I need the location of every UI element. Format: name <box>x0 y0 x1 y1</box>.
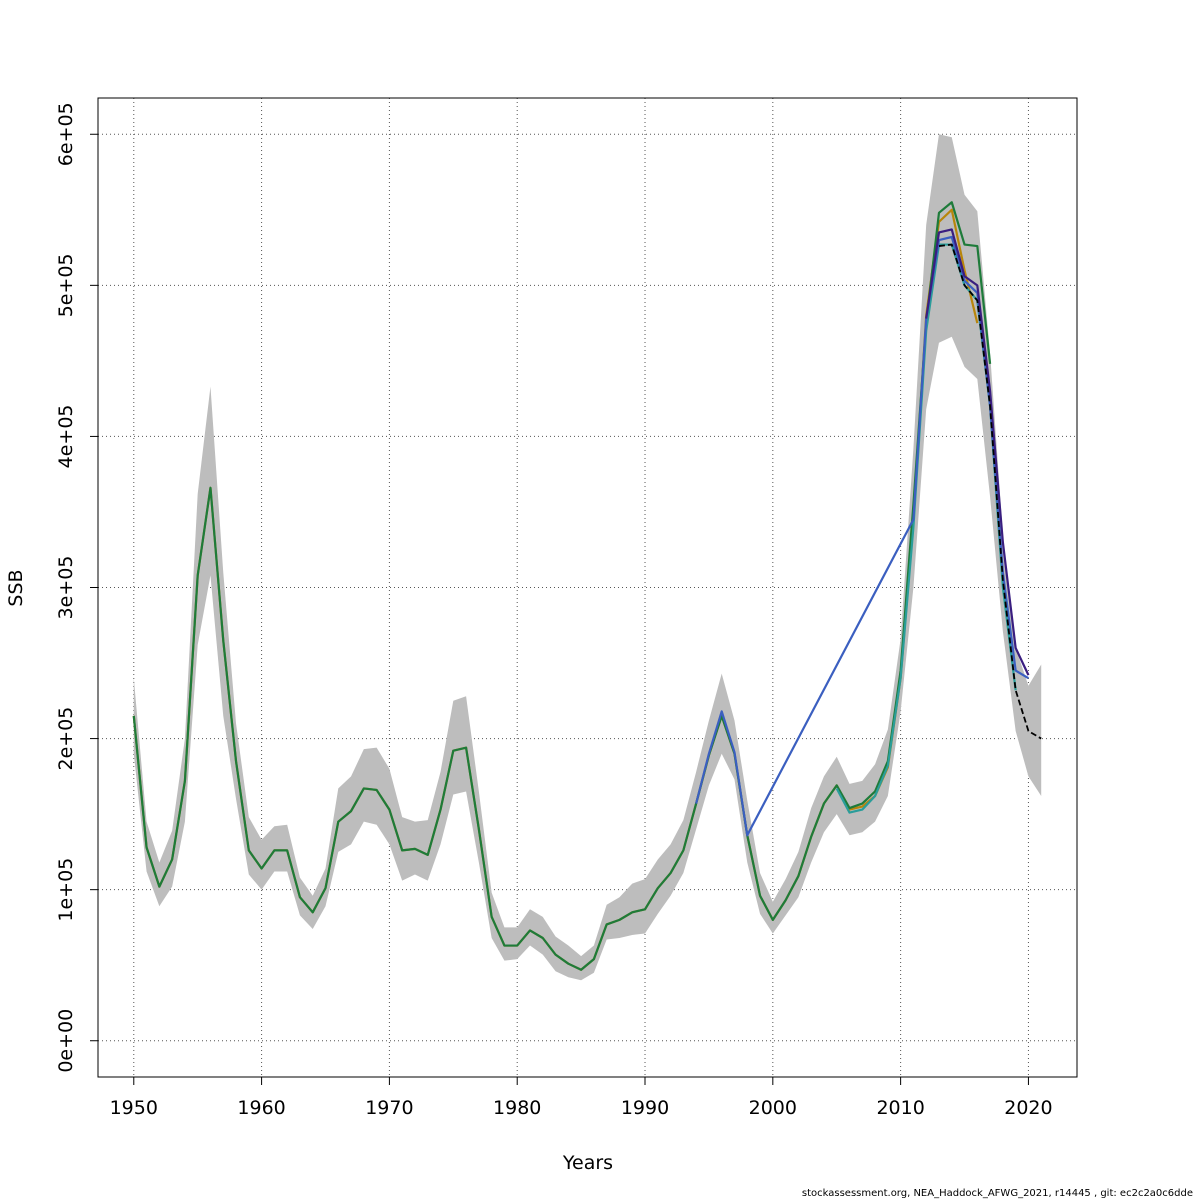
x-tick-label-1950: 1950 <box>110 1097 158 1119</box>
series-line-5 <box>938 243 1042 740</box>
confidence-band-area <box>133 134 1042 981</box>
x-axis: 1950 1960 1970 1980 1990 2000 2010 2020 <box>110 1076 1053 1119</box>
y-tick-label-5: 5e+05 <box>55 253 77 317</box>
x-axis-title: Years <box>562 1152 613 1174</box>
x-tick-label-1970: 1970 <box>365 1097 413 1119</box>
series-line-1 <box>132 201 992 971</box>
x-tick-label-2010: 2010 <box>876 1097 924 1119</box>
y-tick-label-2: 2e+05 <box>55 707 77 771</box>
y-axis: 0e+00 1e+05 2e+05 3e+05 4e+05 5e+05 6e+05 <box>55 102 99 1073</box>
x-tick-label-1990: 1990 <box>621 1097 669 1119</box>
x-tick-label-1960: 1960 <box>237 1097 285 1119</box>
y-tick-label-1: 1e+05 <box>55 858 77 922</box>
series-line-4 <box>925 228 1030 676</box>
series-lines <box>132 201 1042 971</box>
y-tick-label-3: 3e+05 <box>55 556 77 620</box>
y-tick-label-0: 0e+00 <box>55 1009 77 1073</box>
footer-credit: stockassessment.org, NEA_Haddock_AFWG_20… <box>802 1188 1193 1199</box>
y-tick-label-6: 6e+05 <box>55 102 77 166</box>
x-tick-label-2020: 2020 <box>1004 1097 1052 1119</box>
x-tick-label-1980: 1980 <box>493 1097 541 1119</box>
y-axis-title: SSB <box>5 569 27 606</box>
y-tick-label-4: 4e+05 <box>55 404 77 468</box>
x-tick-label-2000: 2000 <box>749 1097 797 1119</box>
confidence-band <box>133 134 1042 981</box>
